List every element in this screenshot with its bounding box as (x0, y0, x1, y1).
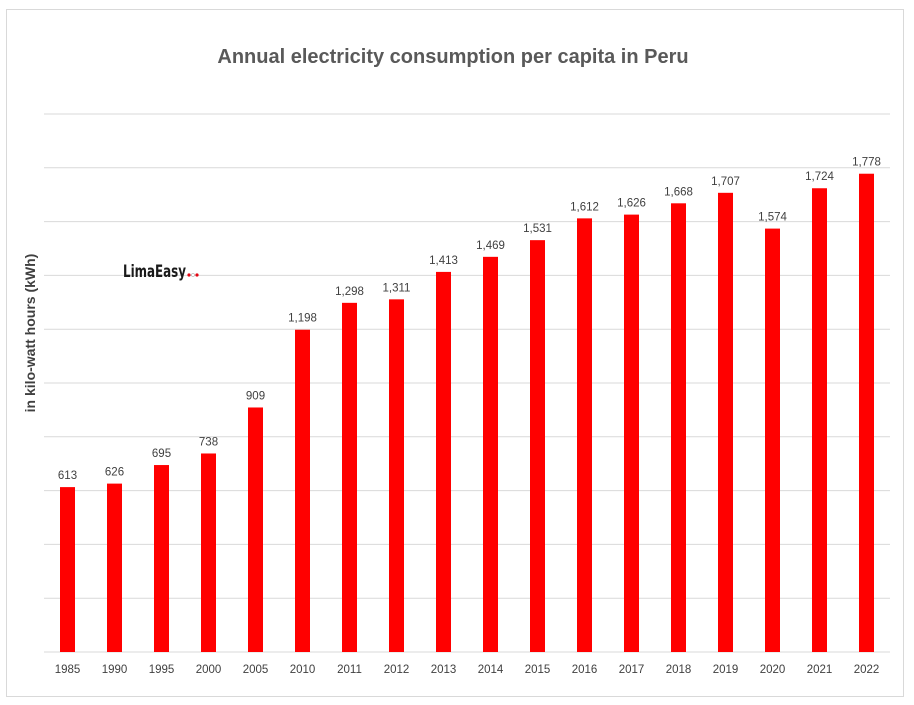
data-label-2017: 1,626 (617, 198, 646, 210)
bar-2011 (342, 302, 357, 652)
data-label-2005: 909 (246, 390, 265, 402)
bar-2020 (765, 228, 780, 652)
data-label-2022: 1,778 (852, 157, 881, 169)
x-tick-1995: 1995 (149, 664, 175, 676)
x-tick-2011: 2011 (337, 664, 362, 676)
bar-2016 (577, 218, 592, 652)
x-tick-2014: 2014 (478, 664, 504, 676)
x-tick-2017: 2017 (619, 664, 645, 676)
data-label-2015: 1,531 (523, 223, 552, 235)
x-tick-2022: 2022 (854, 664, 880, 676)
x-tick-1985: 1985 (55, 664, 81, 676)
bar-2018 (671, 203, 686, 653)
bar-1985 (60, 487, 75, 652)
data-label-2000: 738 (199, 436, 218, 448)
bar-1995 (154, 465, 169, 652)
x-tick-2013: 2013 (431, 664, 457, 676)
logo-dot-red (187, 273, 191, 277)
x-tick-labels: 1985 1990 1995 2000 2005 2010 2011 2012 2013 2014… (55, 664, 880, 676)
bar-2014 (483, 256, 498, 652)
gridlines (44, 113, 890, 653)
x-tick-2021: 2021 (807, 664, 833, 676)
x-tick-2020: 2020 (760, 664, 786, 676)
logo-dot-red-2 (195, 273, 199, 277)
bar-2017 (624, 214, 639, 652)
data-label-2011: 1,298 (335, 286, 364, 298)
bar-2022 (859, 173, 874, 652)
data-label-2014: 1,469 (476, 240, 505, 252)
x-tick-2000: 2000 (196, 664, 222, 676)
data-label-1990: 626 (105, 467, 124, 479)
bar-2012 (389, 299, 404, 652)
data-label-2012: 1,311 (383, 282, 411, 294)
data-label-2019: 1,707 (711, 176, 740, 188)
bar-2005 (248, 407, 263, 652)
bar-2000 (201, 453, 216, 652)
data-label-2020: 1,574 (758, 212, 787, 224)
bar-1990 (107, 483, 122, 652)
logo-text: LimaEasy (123, 262, 186, 282)
data-label-2016: 1,612 (570, 201, 599, 213)
data-labels: 613 626 695 738 909 1,198 1,298 1,311 1,413 1,469… (58, 157, 881, 482)
bar-2019 (718, 192, 733, 652)
y-axis-label: in kilo-watt hours (kWh) (22, 254, 38, 413)
logo-dot-white (191, 273, 195, 277)
x-tick-2010: 2010 (290, 664, 316, 676)
bars (60, 173, 874, 653)
chart-title: Annual electricity consumption per capit… (217, 46, 688, 68)
data-label-1985: 613 (58, 470, 77, 482)
bar-2021 (812, 188, 827, 652)
data-label-1995: 695 (152, 448, 171, 460)
x-tick-2005: 2005 (243, 664, 269, 676)
bar-2010 (295, 329, 310, 652)
x-tick-2015: 2015 (525, 664, 551, 676)
data-label-2018: 1,668 (664, 186, 693, 198)
limaeasy-logo: LimaEasy (123, 262, 199, 282)
data-label-2013: 1,413 (429, 255, 458, 267)
x-tick-2012: 2012 (384, 664, 410, 676)
bar-2013 (436, 271, 451, 652)
data-label-2021: 1,724 (805, 171, 834, 183)
x-tick-2019: 2019 (713, 664, 739, 676)
data-label-2010: 1,198 (288, 313, 317, 325)
x-tick-2016: 2016 (572, 664, 598, 676)
x-tick-2018: 2018 (666, 664, 692, 676)
x-tick-1990: 1990 (102, 664, 128, 676)
bar-2015 (530, 240, 545, 652)
